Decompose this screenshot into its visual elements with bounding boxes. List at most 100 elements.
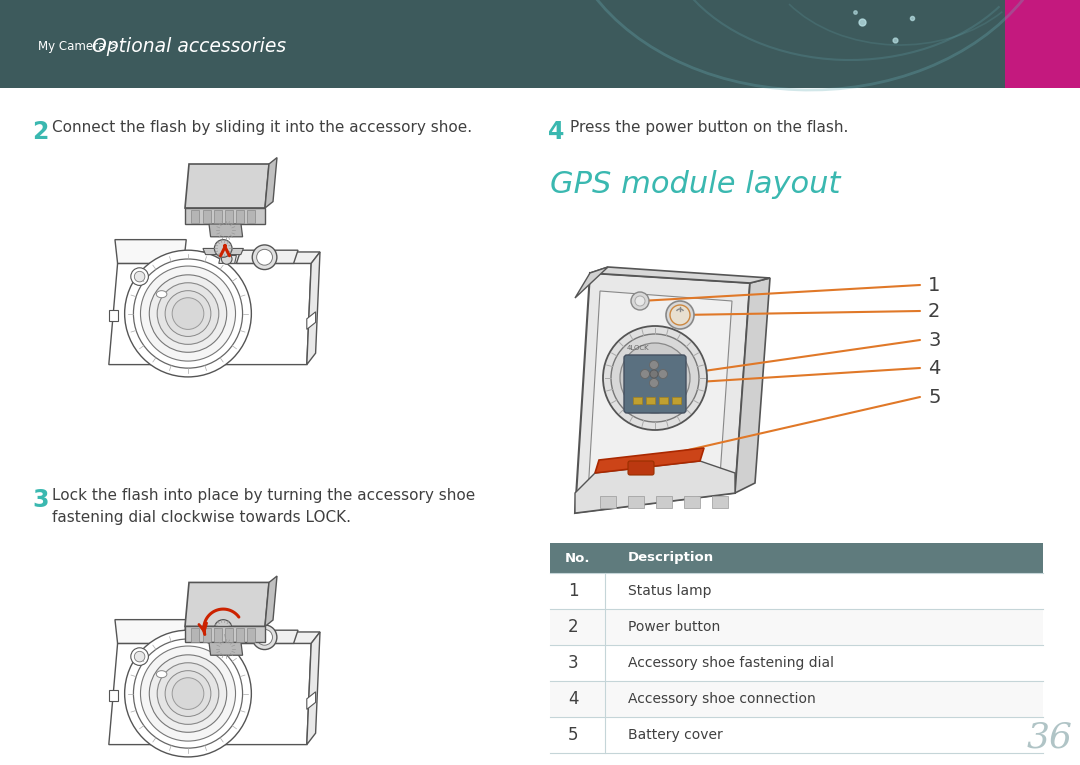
Bar: [656, 496, 672, 508]
Bar: [225, 628, 233, 642]
Bar: [0, 0, 1005, 88]
Bar: [191, 628, 200, 642]
Circle shape: [666, 301, 694, 329]
Polygon shape: [185, 627, 265, 643]
Text: Press the power button on the flash.: Press the power button on the flash.: [570, 120, 849, 135]
Bar: [214, 628, 221, 642]
Circle shape: [611, 334, 699, 422]
Bar: [600, 496, 616, 508]
Circle shape: [124, 630, 252, 757]
Bar: [550, 543, 1043, 573]
Bar: [1005, 0, 1080, 88]
Circle shape: [140, 266, 235, 361]
Polygon shape: [575, 461, 735, 513]
Bar: [684, 496, 700, 508]
Text: 5: 5: [568, 726, 579, 744]
Circle shape: [215, 239, 232, 257]
Polygon shape: [590, 267, 770, 283]
Circle shape: [215, 620, 232, 637]
Circle shape: [131, 268, 148, 285]
Ellipse shape: [157, 291, 167, 298]
Polygon shape: [595, 448, 704, 473]
Polygon shape: [307, 632, 320, 744]
Circle shape: [158, 662, 219, 724]
Circle shape: [650, 370, 658, 378]
Text: Connect the flash by sliding it into the accessory shoe.: Connect the flash by sliding it into the…: [52, 120, 472, 135]
Circle shape: [640, 369, 649, 379]
Text: Lock the flash into place by turning the accessory shoe: Lock the flash into place by turning the…: [52, 488, 475, 503]
Text: 4: 4: [548, 120, 565, 144]
Circle shape: [649, 379, 659, 388]
Polygon shape: [575, 273, 750, 513]
Polygon shape: [114, 620, 186, 643]
Bar: [646, 397, 654, 404]
Text: No.: No.: [565, 552, 591, 565]
Text: Status lamp: Status lamp: [627, 584, 712, 598]
Polygon shape: [735, 278, 770, 493]
Polygon shape: [109, 310, 118, 321]
Text: 1: 1: [568, 582, 579, 600]
Bar: [550, 717, 1043, 753]
Circle shape: [620, 343, 690, 413]
Circle shape: [221, 633, 232, 644]
Polygon shape: [109, 643, 311, 744]
Text: My Camera >: My Camera >: [38, 40, 123, 53]
Circle shape: [631, 292, 649, 310]
Polygon shape: [203, 628, 243, 635]
Polygon shape: [185, 208, 265, 224]
Circle shape: [659, 369, 667, 379]
Bar: [247, 210, 255, 223]
Text: 4LOCK: 4LOCK: [627, 345, 650, 351]
Bar: [225, 210, 233, 223]
Text: 3: 3: [928, 330, 941, 350]
Text: 36: 36: [1027, 720, 1074, 754]
Circle shape: [649, 360, 659, 369]
Circle shape: [172, 678, 204, 709]
Text: Accessory shoe connection: Accessory shoe connection: [627, 692, 815, 706]
Bar: [659, 397, 669, 404]
Polygon shape: [118, 252, 320, 263]
Circle shape: [149, 275, 227, 352]
Circle shape: [124, 250, 252, 377]
Polygon shape: [118, 632, 320, 643]
Circle shape: [257, 630, 272, 645]
Bar: [550, 645, 1043, 681]
Text: 3: 3: [32, 488, 49, 512]
Bar: [237, 210, 244, 223]
Text: 4: 4: [568, 690, 579, 708]
Text: 2: 2: [32, 120, 49, 144]
Polygon shape: [265, 576, 276, 627]
Text: 2: 2: [568, 618, 579, 636]
Bar: [237, 628, 244, 642]
Polygon shape: [307, 692, 315, 709]
Text: 5: 5: [928, 388, 941, 406]
Text: GPS module layout: GPS module layout: [550, 170, 840, 199]
Polygon shape: [575, 267, 608, 298]
Circle shape: [140, 646, 235, 741]
Polygon shape: [307, 252, 320, 365]
Circle shape: [131, 648, 148, 666]
Polygon shape: [185, 582, 269, 627]
Polygon shape: [109, 690, 118, 701]
Polygon shape: [265, 158, 276, 208]
Bar: [203, 210, 211, 223]
Polygon shape: [210, 643, 243, 656]
Circle shape: [221, 254, 232, 264]
Circle shape: [134, 651, 145, 662]
Circle shape: [257, 249, 272, 265]
Circle shape: [253, 625, 276, 649]
Text: Accessory shoe fastening dial: Accessory shoe fastening dial: [627, 656, 834, 670]
Polygon shape: [307, 312, 315, 330]
Polygon shape: [109, 263, 311, 365]
Circle shape: [603, 326, 707, 430]
Text: 4: 4: [928, 359, 941, 377]
Text: Power button: Power button: [627, 620, 720, 634]
Polygon shape: [185, 164, 269, 208]
Polygon shape: [219, 256, 237, 263]
Circle shape: [172, 298, 204, 330]
Text: 3: 3: [568, 654, 579, 672]
Circle shape: [134, 259, 243, 368]
Circle shape: [134, 639, 243, 748]
Polygon shape: [210, 224, 243, 237]
Circle shape: [670, 305, 690, 325]
